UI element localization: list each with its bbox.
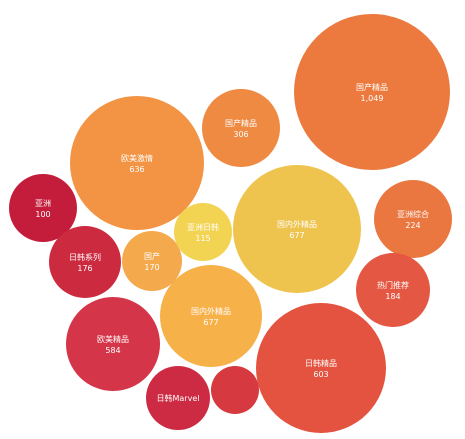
bubble: 国产 170 bbox=[122, 231, 182, 291]
bubble-value-label: 677 bbox=[203, 318, 218, 327]
bubble-value-label: 306 bbox=[233, 130, 248, 139]
bubble-value-label: 184 bbox=[385, 292, 400, 301]
bubble-circle bbox=[294, 14, 450, 170]
bubble-name-label: 日韩精品 bbox=[305, 358, 337, 368]
bubble-value-label: 224 bbox=[405, 221, 420, 230]
bubble-value-label: 677 bbox=[289, 231, 304, 240]
bubble: 日韩精品 603 bbox=[256, 303, 386, 433]
bubble-circle bbox=[174, 203, 232, 261]
bubble-name-label: 国产精品 bbox=[225, 118, 257, 128]
bubble: 日韩系列 176 bbox=[49, 226, 121, 298]
bubble-name-label: 国内外精品 bbox=[277, 219, 317, 229]
bubble-name-label: 热门推荐 bbox=[377, 280, 409, 290]
bubble-circle bbox=[122, 231, 182, 291]
bubble-value-label: 170 bbox=[144, 263, 159, 272]
bubble: 日韩Marvel bbox=[146, 366, 210, 430]
bubble-name-label: 亚洲 bbox=[35, 199, 51, 208]
bubble-name-label: 亚洲日韩 bbox=[187, 222, 219, 232]
bubble-name-label: 欧美激情 bbox=[121, 153, 153, 163]
bubble-circle bbox=[374, 180, 452, 258]
bubble-value-label: 176 bbox=[77, 264, 92, 273]
bubble-name-label: 日韩Marvel bbox=[157, 393, 200, 403]
bubble: 亚洲 100 bbox=[9, 174, 77, 242]
bubble-name-label: 亚洲综合 bbox=[397, 209, 429, 219]
bubble-value-label: 115 bbox=[195, 234, 210, 243]
bubble-value-label: 1,049 bbox=[361, 94, 384, 103]
bubble-name-label: 国产精品 bbox=[356, 82, 388, 92]
bubble-circle bbox=[256, 303, 386, 433]
bubble-name-label: 国内外精品 bbox=[191, 306, 231, 316]
bubble-circle bbox=[49, 226, 121, 298]
bubble-name-label: 欧美精品 bbox=[97, 334, 129, 344]
bubble-circle bbox=[202, 89, 280, 167]
bubble-circle bbox=[356, 253, 430, 327]
bubble-circle bbox=[9, 174, 77, 242]
bubble: 亚洲日韩 115 bbox=[174, 203, 232, 261]
bubble-circle bbox=[70, 96, 204, 230]
bubble-value-label: 584 bbox=[105, 346, 120, 355]
bubble-circle bbox=[233, 165, 361, 293]
bubble-circle bbox=[211, 366, 259, 414]
bubble-name-label: 国产 bbox=[144, 251, 160, 261]
bubble: 国内外精品 677 bbox=[233, 165, 361, 293]
bubble: 欧美精品 584 bbox=[66, 297, 160, 391]
bubble: 国产精品 1,049 bbox=[294, 14, 450, 170]
bubble-circle bbox=[160, 265, 262, 367]
bubble bbox=[211, 366, 259, 414]
bubble-value-label: 636 bbox=[129, 165, 144, 174]
bubble-circle bbox=[66, 297, 160, 391]
bubble-value-label: 100 bbox=[35, 210, 50, 219]
bubble: 欧美激情 636 bbox=[70, 96, 204, 230]
bubble-name-label: 日韩系列 bbox=[69, 252, 101, 262]
bubble: 国内外精品 677 bbox=[160, 265, 262, 367]
bubble-circle bbox=[146, 366, 210, 430]
bubble: 国产精品 306 bbox=[202, 89, 280, 167]
bubble: 热门推荐 184 bbox=[356, 253, 430, 327]
bubble: 亚洲综合 224 bbox=[374, 180, 452, 258]
bubble-value-label: 603 bbox=[313, 370, 328, 379]
